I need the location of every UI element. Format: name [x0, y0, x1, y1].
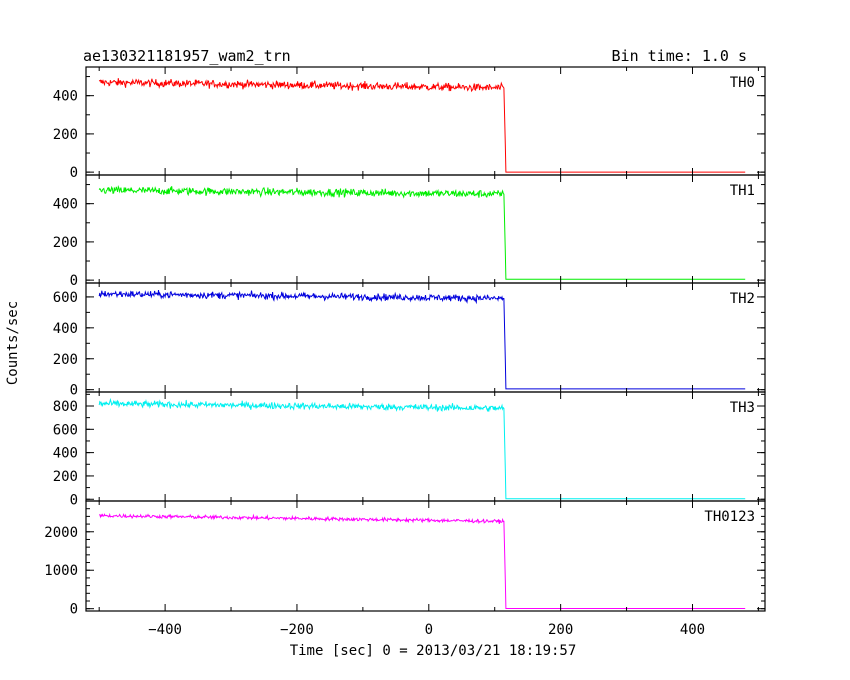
- y-tick-label: 400: [53, 197, 78, 213]
- panel-frame: [85, 500, 766, 612]
- x-axis-ticks: −400 −200 0 200 400: [148, 622, 705, 638]
- y-tick-label: 600: [53, 290, 78, 306]
- panel-label: TH2: [730, 291, 755, 307]
- series-line-th2: [98, 290, 746, 390]
- x-tick-label: 200: [548, 622, 573, 638]
- y-tick-label: 200: [53, 352, 78, 368]
- series-line-th0123: [99, 512, 746, 609]
- x-tick-label: −400: [148, 622, 182, 638]
- panel-th0: 0 200 400 TH0: [53, 66, 766, 181]
- y-axis-title: Counts/sec: [5, 301, 21, 385]
- y-tick-label: 0: [70, 492, 78, 508]
- panel-label: TH0123: [704, 509, 755, 525]
- y-tick-label: 1000: [44, 563, 78, 579]
- y-tick-label: 800: [53, 399, 78, 415]
- x-tick-label: 400: [680, 622, 705, 638]
- panel-label: TH1: [730, 183, 755, 199]
- chart-title: ae130321181957_wam2_trn: [83, 47, 291, 65]
- panel-frame: [85, 282, 766, 393]
- y-tick-label: 200: [53, 127, 78, 143]
- x-tick-label: −200: [280, 622, 314, 638]
- x-tick-label: 0: [425, 622, 433, 638]
- y-tick-label: 0: [70, 602, 78, 618]
- y-tick-label: 200: [53, 469, 78, 485]
- series-line-th3: [98, 397, 746, 500]
- panel-label: TH0: [730, 75, 755, 91]
- x-axis-title: Time [sec] 0 = 2013/03/21 18:19:57: [290, 643, 577, 659]
- panel-th1: 0 200 400 TH1: [53, 174, 766, 289]
- panel-th3: 0 200 400 600 800 TH3: [53, 391, 766, 508]
- y-tick-label: 200: [53, 235, 78, 251]
- panel-stack: 0 200 400 TH0 0 200 400 TH1 0 200 400 600 TH2 0 200 400…: [44, 66, 766, 618]
- panel-frame: [85, 66, 766, 176]
- panel-label: TH3: [730, 400, 755, 416]
- y-tick-label: 0: [70, 273, 78, 289]
- y-tick-label: 0: [70, 383, 78, 399]
- y-tick-label: 400: [53, 321, 78, 337]
- panel-frame: [85, 391, 766, 502]
- panel-th2: 0 200 400 600 TH2: [53, 282, 766, 399]
- y-tick-label: 0: [70, 165, 78, 181]
- panel-th0123: 0 1000 2000 TH0123: [44, 500, 766, 618]
- y-tick-label: 400: [53, 446, 78, 462]
- y-tick-label: 400: [53, 89, 78, 105]
- y-tick-label: 2000: [44, 525, 78, 541]
- y-tick-label: 600: [53, 422, 78, 438]
- series-line-th1: [98, 184, 746, 280]
- bin-time-label: Bin time: 1.0 s: [612, 47, 747, 65]
- series-line-th0: [98, 78, 746, 173]
